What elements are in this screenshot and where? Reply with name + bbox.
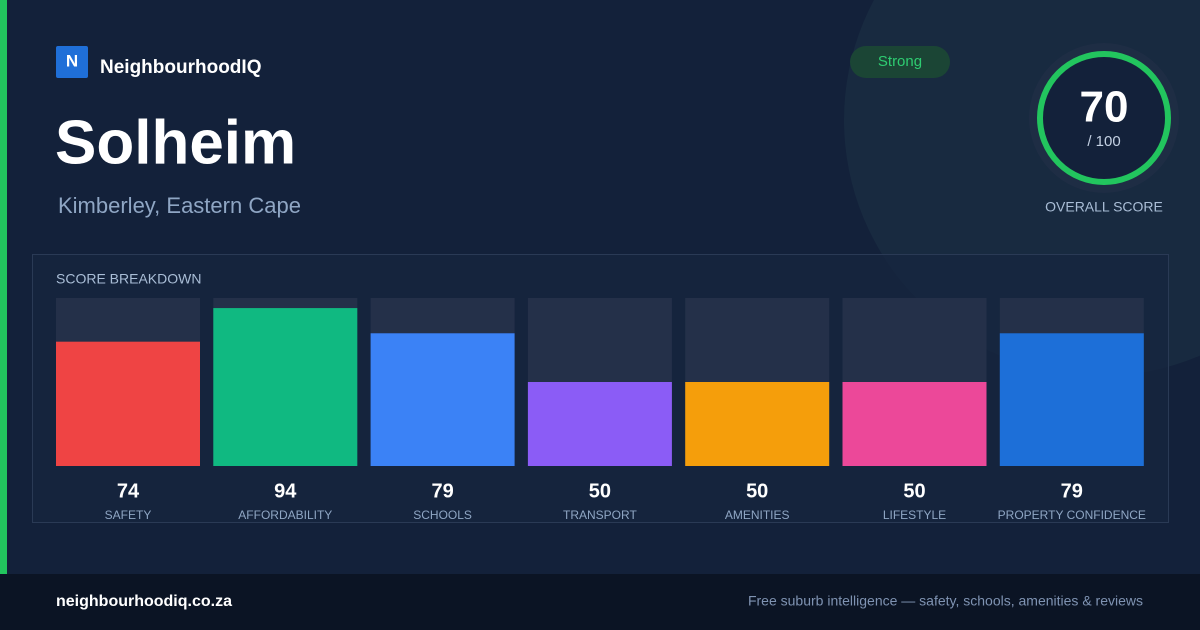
bar bbox=[527, 382, 672, 466]
breakdown-title: SCORE BREAKDOWN bbox=[56, 271, 201, 287]
title: Solheim bbox=[55, 108, 296, 177]
category-label: SCHOOLS bbox=[413, 508, 472, 522]
accent-stripe bbox=[0, 0, 7, 574]
bar bbox=[56, 341, 200, 466]
category-label: PROPERTY CONFIDENCE bbox=[998, 508, 1146, 522]
value-label: 79 bbox=[1061, 480, 1083, 502]
badge-text: Strong bbox=[878, 53, 922, 70]
value-label: 79 bbox=[431, 480, 453, 502]
bar bbox=[685, 382, 830, 466]
score-label: OVERALL SCORE bbox=[1045, 199, 1163, 215]
logo-letter: N bbox=[66, 51, 78, 70]
category-label: TRANSPORT bbox=[563, 508, 637, 522]
category-label: LIFESTYLE bbox=[883, 508, 946, 522]
bars: 74 SAFETY 94 AFFORDABILITY 79 SCHOOLS 50 TRANSP… bbox=[56, 298, 1146, 522]
value-label: 94 bbox=[274, 480, 297, 502]
bar bbox=[213, 308, 358, 466]
score-max: / 100 bbox=[1087, 133, 1120, 150]
category-label: AMENITIES bbox=[725, 508, 790, 522]
brand: NeighbourhoodIQ bbox=[100, 57, 261, 78]
logo bbox=[56, 46, 88, 78]
badge bbox=[850, 46, 950, 78]
score-ring bbox=[1037, 51, 1171, 185]
bar bbox=[999, 333, 1144, 466]
category-label: AFFORDABILITY bbox=[238, 508, 332, 522]
bar bbox=[842, 382, 987, 466]
bar bbox=[370, 333, 515, 466]
value-label: 74 bbox=[117, 480, 140, 502]
footer-site: neighbourhoodiq.co.za bbox=[56, 593, 232, 610]
category-label: SAFETY bbox=[105, 508, 152, 522]
value-label: 50 bbox=[903, 480, 925, 502]
footer-bar bbox=[0, 574, 1200, 630]
value-label: 50 bbox=[589, 480, 611, 502]
footer-tagline: Free suburb intelligence — safety, schoo… bbox=[748, 593, 1143, 609]
subtitle: Kimberley, Eastern Cape bbox=[58, 193, 301, 218]
score-value: 70 bbox=[1080, 83, 1129, 132]
value-label: 50 bbox=[746, 480, 768, 502]
